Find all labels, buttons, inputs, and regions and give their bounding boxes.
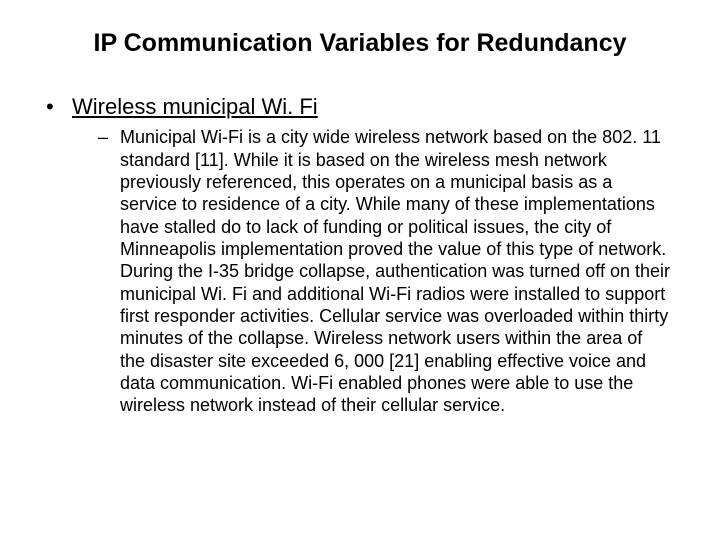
bullet-level2: – Municipal Wi-Fi is a city wide wireles…: [98, 126, 676, 416]
bullet-marker-icon: •: [46, 94, 72, 120]
slide-title: IP Communication Variables for Redundanc…: [44, 28, 676, 58]
bullet-level1: • Wireless municipal Wi. Fi: [46, 94, 676, 120]
dash-marker-icon: –: [98, 126, 120, 149]
slide: IP Communication Variables for Redundanc…: [0, 0, 720, 540]
bullet-level1-text: Wireless municipal Wi. Fi: [72, 94, 318, 120]
bullet-level2-text: Municipal Wi-Fi is a city wide wireless …: [120, 126, 676, 416]
